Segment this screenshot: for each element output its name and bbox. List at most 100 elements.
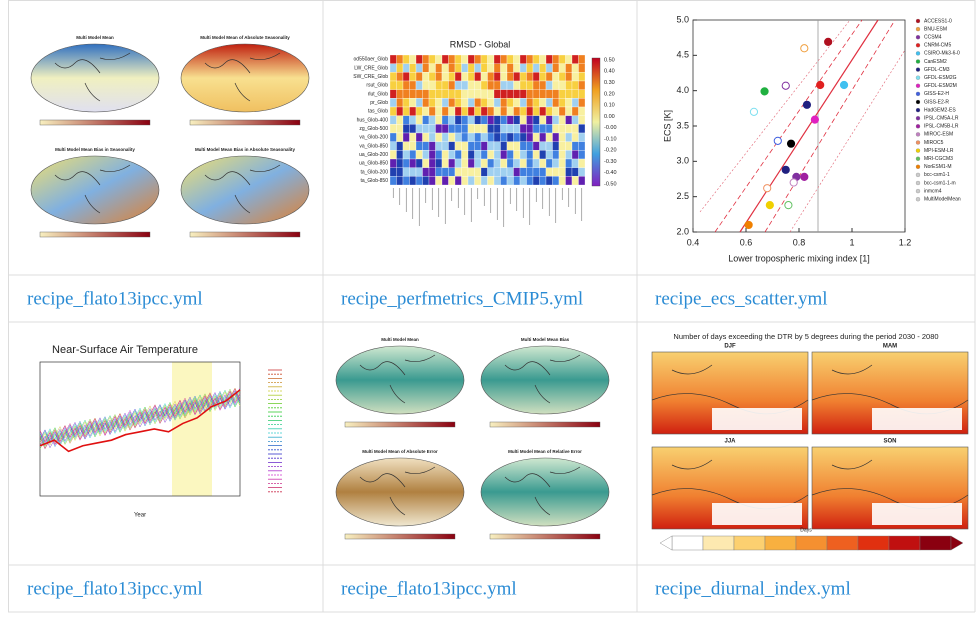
heatmap-cell [429,176,436,185]
heatmap-cell [540,72,547,81]
heatmap-cell [390,176,397,185]
heatmap-cell [488,64,495,73]
heatmap-cell [559,107,566,116]
caption-link[interactable]: recipe_flato13ipcc.yml [27,578,203,599]
heatmap-cell [410,98,417,107]
legend-label: CanESM2 [924,59,947,65]
heatmap-cell [533,150,540,159]
heatmap-cell [475,142,482,151]
chart-title: Near-Surface Air Temperature [52,344,198,356]
colorbar-label: -0.00 [604,125,617,131]
heatmap-cell [527,64,534,73]
caption-link[interactable]: recipe_diurnal_index.yml [655,578,851,599]
heatmap-cell [462,116,469,125]
heatmap-cell [527,142,534,151]
heatmap-cell [455,72,462,81]
heatmap-cell [410,90,417,99]
heatmap-cell [390,90,397,99]
heatmap-cell [566,55,573,64]
heatmap-cell [520,107,527,116]
legend-label: GFDL-CM3 [924,67,950,73]
confidence-line [715,20,862,232]
heatmap-cell [423,55,430,64]
heatmap-cell [514,90,521,99]
heatmap-cell [468,72,475,81]
row-label: va_Glob-200 [359,135,388,141]
heatmap-cell [566,159,573,168]
x-tick-label: 1 [849,237,854,247]
colorbar-segment [858,536,889,550]
heatmap-cell [507,150,514,159]
heatmap-cell [449,159,456,168]
heatmap-cell [501,64,508,73]
heatmap-cell [429,64,436,73]
heatmap-cell [462,168,469,177]
heatmap-cell [397,168,404,177]
row-label: hus_Glob-400 [357,117,389,123]
caption-link[interactable]: recipe_ecs_scatter.yml [655,288,828,309]
heatmap-cell [403,98,410,107]
caption-link[interactable]: recipe_flato13ipcc.yml [341,578,517,599]
heatmap-cell [566,72,573,81]
prediction-line [700,20,850,212]
heatmap-cell [507,176,514,185]
heatmap-cell [436,81,443,90]
colorbar [345,422,455,427]
heatmap-cell [423,168,430,177]
heatmap-cell [559,116,566,125]
heatmap-cell [553,176,560,185]
caption-link[interactable]: recipe_flato13ipcc.yml [27,288,203,309]
panel-title: Multi Model Mean Bias [521,337,570,342]
heatmap-cell [559,72,566,81]
heatmap-cell [462,176,469,185]
heatmap-cell [527,150,534,159]
heatmap-cell [527,72,534,81]
caption-link[interactable]: recipe_perfmetrics_CMIP5.yml [341,288,583,309]
heatmap-cell [514,98,521,107]
row-label: LW_CRE_Glob [354,65,388,71]
heatmap-cell [468,168,475,177]
heatmap-cell [553,150,560,159]
legend-label: GFDL-ESM2M [924,83,957,89]
heatmap-cell [410,64,417,73]
heatmap-cell [429,90,436,99]
heatmap-cell [546,168,553,177]
colorbar [490,534,600,539]
row-label: rlut_Glob [368,91,389,97]
heatmap-cell [553,124,560,133]
scatter-point [766,202,773,209]
heatmap-cell [397,150,404,159]
heatmap-cell [442,150,449,159]
heatmap-cell [403,150,410,159]
heatmap-cell [455,142,462,151]
legend-marker [916,116,920,120]
legend-label: bcc-csm1-1 [924,172,950,178]
heatmap-cell [559,159,566,168]
colorbar-segment [796,536,827,550]
map [336,458,464,526]
colorbar-end [951,536,963,550]
heatmap-cell [494,142,501,151]
heatmap-cell [520,90,527,99]
heatmap-cell [507,55,514,64]
heatmap-cell [423,142,430,151]
legend-marker [916,19,920,23]
heatmap-cell [403,124,410,133]
heatmap-cell [546,72,553,81]
heatmap-cell [468,159,475,168]
heatmap-cell [442,98,449,107]
heatmap-cell [520,150,527,159]
heatmap-cell [546,124,553,133]
colorbar [592,58,600,186]
heatmap-cell [488,168,495,177]
heatmap-cell [416,64,423,73]
legend-label: MultiModelMean [924,197,961,203]
heatmap-cell [546,142,553,151]
heatmap-cell [514,64,521,73]
legend-marker [916,108,920,112]
legend-marker [916,173,920,177]
colorbar-segment [765,536,796,550]
heatmap-cell [507,168,514,177]
heatmap-cell [540,168,547,177]
heatmap-cell [416,107,423,116]
